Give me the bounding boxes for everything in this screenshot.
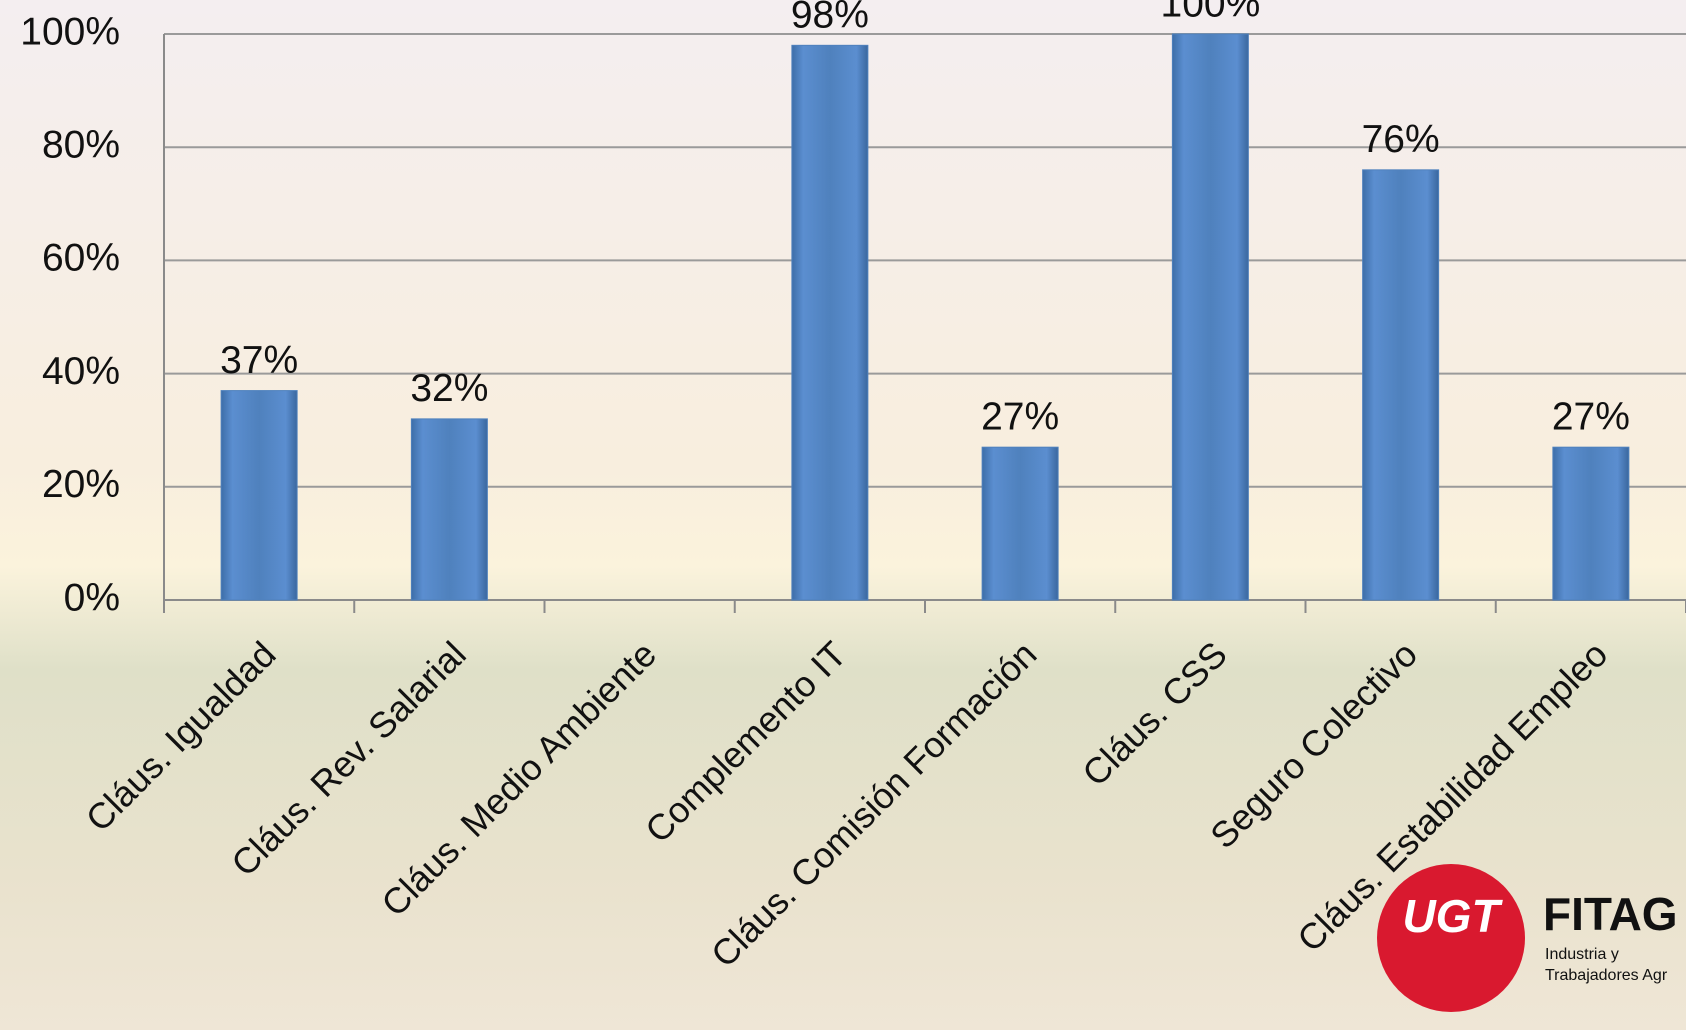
logo-name: FITAG (1543, 888, 1678, 940)
value-label: 76% (1362, 118, 1440, 161)
logo-line: Trabajadores Agr (1545, 967, 1668, 984)
plot: 0%20%40%60%80%100%Cláus. Igualdad37%Cláu… (20, 0, 1686, 975)
bar (410, 418, 488, 601)
value-label: 37% (220, 339, 298, 382)
bar (1552, 446, 1630, 601)
logo-line: Industria y (1545, 946, 1619, 963)
bar (1362, 169, 1440, 601)
value-label: 98% (791, 0, 869, 37)
y-tick-label: 40% (42, 350, 120, 393)
bar (220, 390, 298, 601)
y-tick-label: 80% (42, 123, 120, 166)
y-tick-label: 0% (64, 576, 120, 619)
logo: UGT FITAG Industria y Trabajadores Agr (1377, 864, 1678, 1012)
bar (1171, 33, 1249, 601)
y-tick-label: 100% (20, 10, 120, 53)
logo-mark: UGT (1402, 890, 1503, 942)
value-label: 27% (981, 395, 1059, 438)
y-tick-label: 60% (42, 237, 120, 280)
value-label: 32% (410, 367, 488, 410)
value-label: 100% (1161, 0, 1261, 25)
logo-circle (1377, 864, 1525, 1012)
bar (981, 446, 1059, 601)
value-label: 27% (1552, 395, 1630, 438)
bar (791, 44, 869, 601)
y-tick-label: 20% (42, 463, 120, 506)
